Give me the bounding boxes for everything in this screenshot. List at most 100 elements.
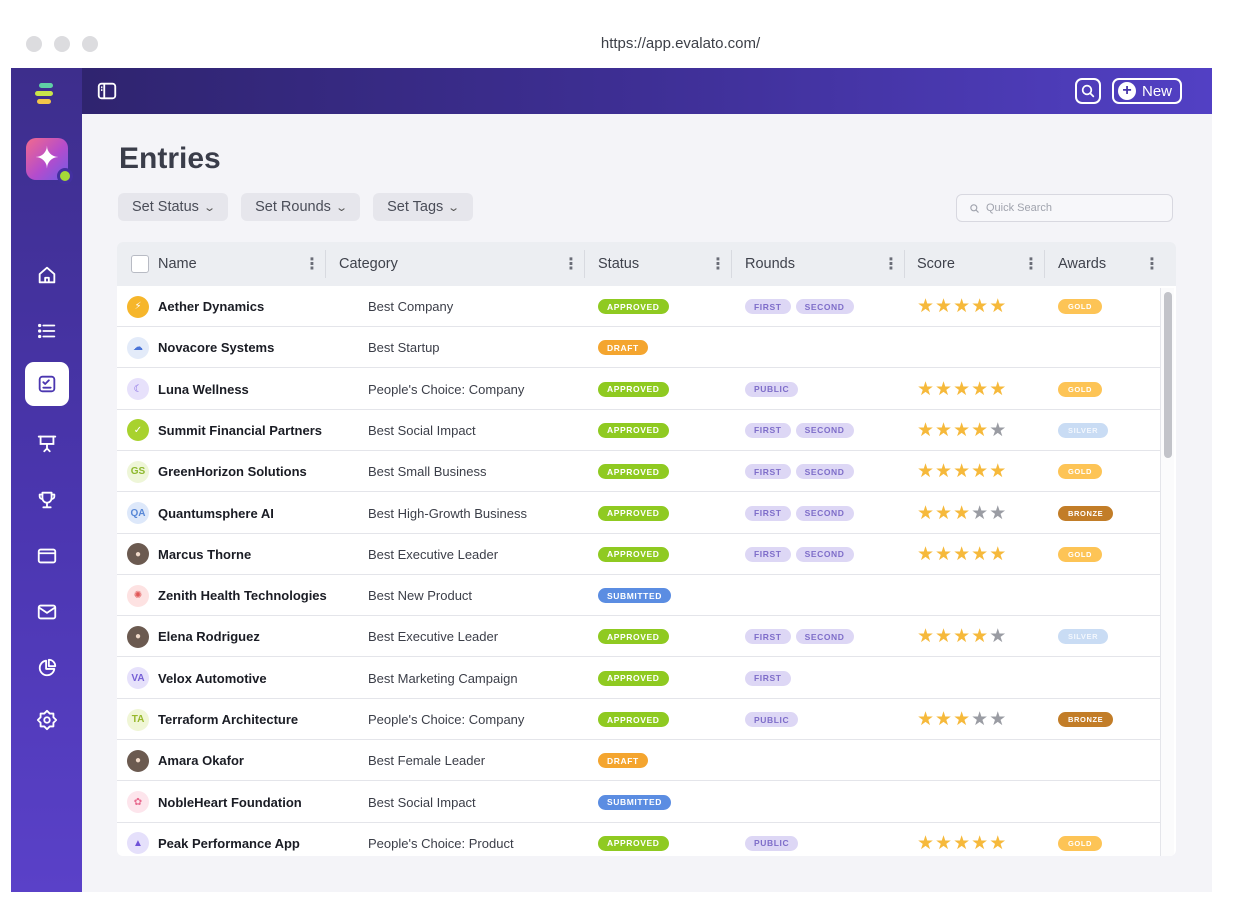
entry-name-cell[interactable]: ✿ NobleHeart Foundation [127,782,302,823]
table-row[interactable]: ● Amara Okafor Best Female Leader DRAFT [117,740,1161,782]
entry-name[interactable]: Quantumsphere AI [158,505,274,521]
entry-name[interactable]: Peak Performance App [158,835,300,851]
evalato-logo[interactable] [35,83,57,109]
window-minimize-dot[interactable] [54,36,70,52]
table-row[interactable]: ● Elena Rodriguez Best Executive Leader … [117,616,1161,658]
window-controls [26,36,98,52]
entry-name[interactable]: Amara Okafor [158,753,244,769]
entry-name[interactable]: Aether Dynamics [158,299,265,314]
entry-name-cell[interactable]: ● Amara Okafor [127,740,244,781]
table-row[interactable]: ● Marcus Thorne Best Executive Leader AP… [117,534,1161,575]
table-row[interactable]: ☁ Novacore Systems Best Startup DRAFT [117,327,1161,369]
workspace-avatar[interactable]: ✦ [26,138,73,184]
entry-name[interactable]: Summit Financial Partners [158,422,322,438]
entry-name-cell[interactable]: ☾ Luna Wellness [127,369,249,410]
set-rounds-label: Set Rounds [255,199,331,215]
set-tags-dropdown[interactable]: Set Tags ⌄ [373,193,473,221]
column-menu-icon[interactable]: ⋮ [883,256,899,273]
table-row[interactable]: ✿ NobleHeart Foundation Best Social Impa… [117,782,1161,823]
quick-search-input[interactable]: Quick Search [956,194,1173,222]
star-rating: ★ ★ ★ ★ ★ [917,710,1006,729]
entry-name-cell[interactable]: ⚡ Aether Dynamics [127,286,264,327]
entry-name[interactable]: GreenHorizon Solutions [158,464,307,480]
column-header-awards[interactable]: Awards ⋮ [1058,242,1165,286]
set-status-dropdown[interactable]: Set Status ⌄ [118,193,229,221]
table-row[interactable]: ✓ Summit Financial Partners Best Social … [117,410,1161,451]
table-row[interactable]: GS GreenHorizon Solutions Best Small Bus… [117,451,1161,493]
entry-avatar: ☾ [127,378,149,401]
presentation-icon [37,435,56,453]
entry-name-cell[interactable]: ☁ Novacore Systems [127,327,274,368]
entry-name-cell[interactable]: VA Velox Automotive [127,658,267,699]
entry-name[interactable]: Novacore Systems [158,340,275,356]
round-badge: FIRST [745,299,791,314]
entry-name-cell[interactable]: ✺ Zenith Health Technologies [127,575,327,616]
entry-name-cell[interactable]: QA Quantumsphere AI [127,493,274,534]
window-maximize-dot[interactable] [82,36,98,52]
star-icon: ★ [917,832,935,854]
column-menu-icon[interactable]: ⋮ [710,256,726,273]
table-row[interactable]: ✺ Zenith Health Technologies Best New Pr… [117,575,1161,617]
entry-name[interactable]: Elena Rodriguez [158,629,260,645]
entry-name-cell[interactable]: GS GreenHorizon Solutions [127,451,307,492]
set-rounds-dropdown[interactable]: Set Rounds ⌄ [241,193,361,221]
entry-category: People's Choice: Company [368,381,525,397]
table-row[interactable]: ☾ Luna Wellness People's Choice: Company… [117,369,1161,410]
entry-name[interactable]: Luna Wellness [158,381,249,397]
column-menu-icon[interactable]: ⋮ [1023,256,1039,273]
star-icon: ★ [971,832,989,854]
entry-name[interactable]: Velox Automotive [158,670,267,686]
table-row[interactable]: VA Velox Automotive Best Marketing Campa… [117,658,1161,699]
entry-avatar: ● [127,543,149,566]
star-rating: ★ ★ ★ ★ ★ [917,834,1006,853]
sidebar-item-settings[interactable] [11,698,82,742]
column-menu-icon[interactable]: ⋮ [563,256,579,273]
entry-name[interactable]: Marcus Thorne [158,546,252,562]
new-entry-button[interactable]: + New [1112,78,1182,104]
sidebar-toggle-icon[interactable] [96,80,118,102]
entry-score-cell: ★ ★ ★ ★ ★ [917,286,1006,327]
table-row[interactable]: ▲ Peak Performance App People's Choice: … [117,823,1161,856]
entry-name-cell[interactable]: ▲ Peak Performance App [127,823,300,856]
column-header-score[interactable]: Score ⋮ [917,242,1044,286]
address-bar-url[interactable]: https://app.evalato.com/ [600,35,761,52]
entry-category: People's Choice: Product [368,835,514,851]
entry-name-cell[interactable]: TA Terraform Architecture [127,699,298,740]
select-all-checkbox[interactable] [131,242,149,286]
sidebar-item-list[interactable] [11,309,82,353]
star-icon: ★ [989,626,1007,648]
entry-avatar: ✓ [127,419,149,442]
column-header-status[interactable]: Status ⋮ [598,242,731,286]
entry-avatar: ✿ [127,791,149,814]
entry-name[interactable]: NobleHeart Foundation [158,794,302,810]
star-icon: ★ [989,502,1007,524]
entry-name-cell[interactable]: ● Marcus Thorne [127,534,251,575]
entry-name-cell[interactable]: ● Elena Rodriguez [127,616,260,657]
entry-name[interactable]: Zenith Health Technologies [158,588,327,604]
sidebar-item-reports[interactable] [11,646,82,690]
table-scrollbar[interactable] [1160,288,1174,856]
column-header-rounds[interactable]: Rounds ⋮ [745,242,904,286]
sidebar-item-pages[interactable] [11,534,82,578]
scrollbar-thumb[interactable] [1164,292,1172,458]
sidebar-item-home[interactable] [11,253,82,297]
main-content: Entries Set Status ⌄ Set Rounds ⌄ Set Tags… [82,114,1212,892]
sidebar-item-presentation[interactable] [11,421,82,465]
table-row[interactable]: TA Terraform Architecture People's Choic… [117,699,1161,740]
star-rating: ★ ★ ★ ★ ★ [917,462,1006,481]
entry-status-cell: APPROVED [598,534,669,575]
column-header-category[interactable]: Category ⋮ [339,242,584,286]
sidebar-item-mail[interactable] [11,590,82,634]
column-header-name[interactable]: Name ⋮ [158,242,325,286]
column-menu-icon[interactable]: ⋮ [304,256,320,273]
entry-name[interactable]: Terraform Architecture [158,712,299,727]
table-row[interactable]: QA Quantumsphere AI Best High-Growth Bus… [117,493,1161,534]
sidebar-item-awards[interactable] [11,478,82,522]
table-row[interactable]: ⚡ Aether Dynamics Best Company APPROVED F… [117,286,1161,327]
entry-name-cell[interactable]: ✓ Summit Financial Partners [127,410,322,451]
sidebar-item-entries[interactable] [11,362,82,406]
search-button[interactable] [1075,78,1101,104]
window-close-dot[interactable] [26,36,42,52]
entry-status-cell: SUBMITTED [598,575,671,616]
column-menu-icon[interactable]: ⋮ [1144,256,1160,273]
